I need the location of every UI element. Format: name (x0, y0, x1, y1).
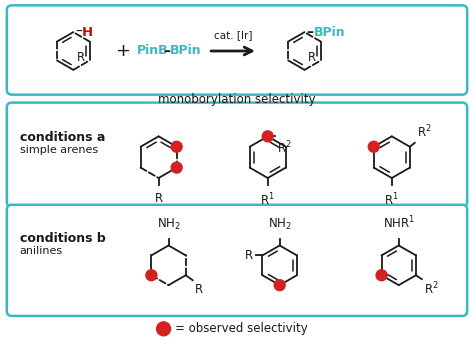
Text: conditions a: conditions a (20, 131, 105, 144)
Text: –: – (164, 44, 171, 58)
Text: NH$_2$: NH$_2$ (268, 216, 292, 232)
Circle shape (171, 141, 182, 152)
Text: NHR$^1$: NHR$^1$ (383, 215, 415, 232)
Text: H: H (82, 26, 93, 39)
Text: R: R (76, 51, 85, 64)
Text: R$^1$: R$^1$ (260, 192, 275, 208)
Circle shape (146, 270, 157, 281)
Text: –: – (75, 25, 82, 39)
Text: BPin: BPin (170, 45, 201, 57)
Text: R: R (155, 192, 163, 205)
Text: simple arenes: simple arenes (20, 145, 98, 155)
Circle shape (274, 280, 285, 291)
Text: R$^2$: R$^2$ (424, 281, 438, 298)
Text: –: – (307, 25, 313, 39)
Circle shape (376, 270, 387, 281)
Text: cat. [Ir]: cat. [Ir] (214, 30, 252, 40)
FancyBboxPatch shape (7, 5, 467, 95)
Text: = observed selectivity: = observed selectivity (175, 322, 308, 335)
Text: anilines: anilines (20, 246, 63, 256)
Circle shape (171, 162, 182, 173)
Text: NH$_2$: NH$_2$ (156, 216, 181, 232)
Text: R: R (245, 249, 253, 262)
FancyBboxPatch shape (7, 205, 467, 316)
Text: R$^2$: R$^2$ (277, 139, 292, 156)
Text: R$^2$: R$^2$ (417, 123, 431, 140)
Circle shape (262, 131, 273, 142)
Text: R$^1$: R$^1$ (384, 192, 399, 208)
Text: R: R (308, 51, 316, 64)
Text: BPin: BPin (313, 26, 345, 39)
Circle shape (156, 322, 171, 336)
FancyBboxPatch shape (7, 102, 467, 207)
Circle shape (368, 141, 379, 152)
Text: conditions b: conditions b (20, 232, 105, 245)
Text: monoborylation selectivity: monoborylation selectivity (158, 93, 316, 106)
Text: R: R (195, 283, 203, 296)
Text: +: + (115, 42, 130, 60)
Text: PinB: PinB (137, 45, 168, 57)
